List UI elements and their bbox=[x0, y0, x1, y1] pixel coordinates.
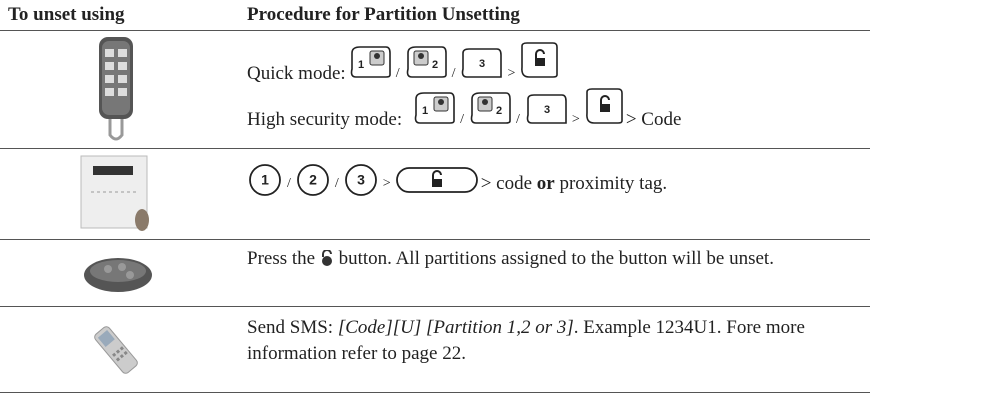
key-outline bbox=[526, 94, 567, 124]
key-icon bbox=[521, 42, 559, 78]
lock-body bbox=[599, 104, 610, 112]
header-device: To unset using bbox=[8, 4, 125, 25]
key-label: 2 bbox=[496, 105, 502, 117]
row-keypad: 1 / 2 / 3 > > code or proximity tag. bbox=[0, 149, 870, 240]
person-head bbox=[373, 53, 380, 59]
key-icon: 2 bbox=[470, 92, 511, 124]
high-security-suffix: > Code bbox=[625, 109, 682, 130]
phone-icon bbox=[94, 325, 138, 374]
separator: > bbox=[571, 112, 580, 127]
row-remote: Quick mode: 1 / 2 / 3 > High security mode:… bbox=[0, 31, 870, 149]
remote-icon bbox=[99, 36, 133, 140]
remote-procedure: Quick mode: 1 / 2 / 3 > High security mode:… bbox=[247, 31, 866, 170]
keyfob-icon bbox=[84, 258, 152, 292]
separator: / bbox=[334, 176, 339, 191]
text: Send SMS: bbox=[247, 317, 338, 338]
italic-text: [Code][U] [Partition 1,2 or 3] bbox=[337, 317, 574, 338]
person-head bbox=[482, 99, 489, 105]
lock-body bbox=[431, 179, 442, 187]
separator: > bbox=[382, 176, 391, 191]
lock-body bbox=[535, 58, 546, 66]
key-icon: 3 bbox=[526, 94, 567, 124]
text: proximity tag. bbox=[554, 173, 668, 194]
key-icon: 1 bbox=[249, 164, 281, 196]
high-security-line: High security mode: 1 / 2 / 3 > > Code bbox=[247, 88, 866, 133]
text: Press the bbox=[247, 248, 316, 269]
key-label: 3 bbox=[544, 104, 550, 116]
lock-shackle bbox=[535, 49, 546, 59]
quick-mode-line: Quick mode: 1 / 2 / 3 > bbox=[247, 42, 866, 87]
lock-shackle bbox=[431, 170, 442, 180]
separator: / bbox=[516, 112, 520, 127]
keyfob-procedure: Press the button. All partitions assigne… bbox=[247, 240, 866, 312]
keypad-procedure: 1 / 2 / 3 > > code or proximity tag. bbox=[247, 149, 866, 255]
key-icon: 3 bbox=[462, 48, 503, 78]
keypad-line: 1 / 2 / 3 > > code or proximity tag. bbox=[247, 164, 866, 203]
person-head bbox=[417, 53, 424, 59]
key-icon bbox=[585, 88, 623, 124]
key-icon: 2 bbox=[296, 164, 329, 196]
bold-text: or bbox=[536, 173, 555, 194]
lock-shackle bbox=[599, 95, 610, 105]
lock-icon bbox=[321, 249, 332, 266]
key-label: 3 bbox=[479, 58, 485, 70]
keypad-text: > code or proximity tag. bbox=[481, 171, 667, 197]
keypad-icon bbox=[80, 155, 149, 231]
phone-image bbox=[0, 307, 232, 392]
row-phone: Send SMS: [Code][U] [Partition 1,2 or 3]… bbox=[0, 307, 870, 393]
text: button. All partitions assigned to the b… bbox=[338, 248, 774, 269]
remote-image bbox=[0, 31, 232, 148]
separator: / bbox=[395, 66, 400, 81]
key-icon: 3 bbox=[344, 164, 377, 196]
key-label: 3 bbox=[357, 172, 365, 188]
key-icon: 1 bbox=[414, 92, 455, 124]
key-label: 1 bbox=[261, 172, 269, 188]
separator: / bbox=[460, 112, 465, 127]
row-keyfob: Press the button. All partitions assigne… bbox=[0, 240, 870, 307]
phone-procedure: Send SMS: [Code][U] [Partition 1,2 or 3]… bbox=[247, 307, 866, 400]
person-head bbox=[438, 99, 445, 105]
separator: > bbox=[507, 66, 516, 81]
high-security-label: High security mode: bbox=[247, 109, 403, 130]
key-label: 2 bbox=[432, 59, 438, 71]
key-icon: 1 bbox=[350, 46, 391, 78]
quick-mode-label: Quick mode: bbox=[247, 63, 346, 84]
keyfob-image bbox=[0, 240, 232, 306]
key-outline bbox=[462, 48, 503, 78]
key-outline bbox=[296, 164, 329, 196]
header-procedure: Procedure for Partition Unsetting bbox=[247, 4, 520, 25]
key-label: 1 bbox=[422, 105, 428, 117]
separator: / bbox=[287, 176, 291, 191]
key-icon: 2 bbox=[406, 46, 447, 78]
key-label: 2 bbox=[309, 172, 317, 188]
key-label: 1 bbox=[358, 59, 364, 71]
keypad-image bbox=[0, 149, 232, 239]
key-outline bbox=[344, 164, 377, 196]
separator: / bbox=[451, 66, 456, 81]
procedure-table: To unset using Procedure for Partition U… bbox=[0, 0, 870, 393]
key-icon bbox=[395, 167, 478, 193]
text: > code bbox=[480, 173, 537, 194]
key-outline bbox=[249, 164, 281, 196]
text: . Example 1234U1. Fore more information … bbox=[247, 317, 805, 364]
header-row: To unset using Procedure for Partition U… bbox=[0, 0, 870, 31]
